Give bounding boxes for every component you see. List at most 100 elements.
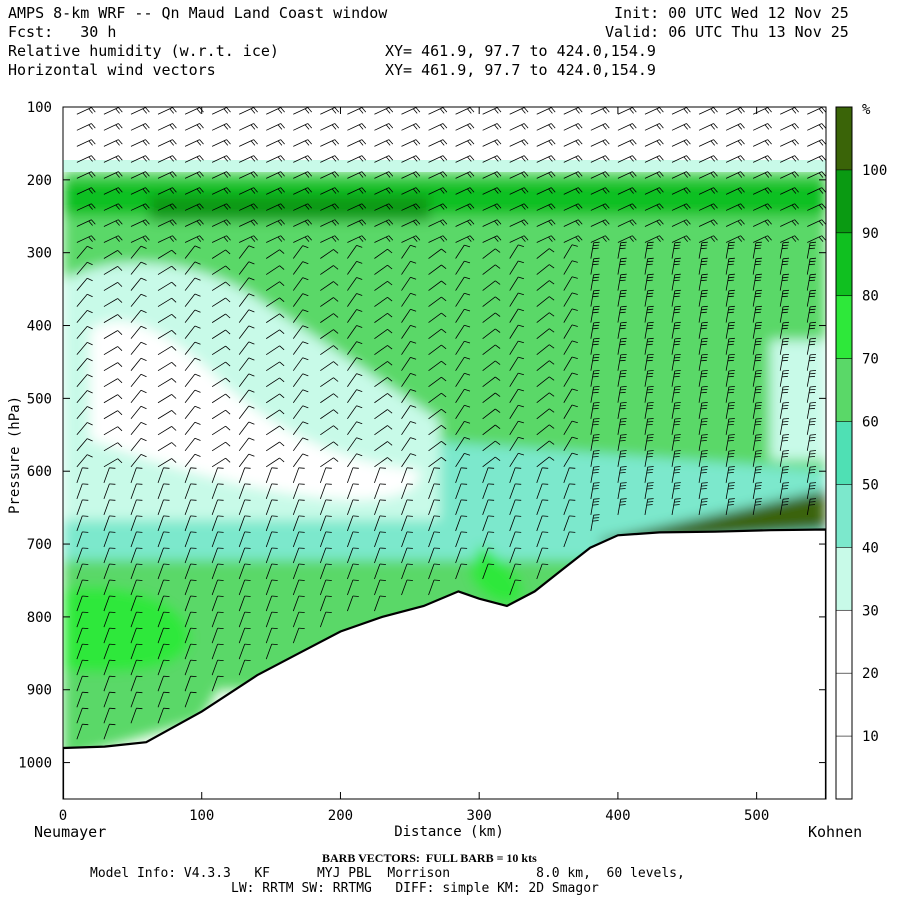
y-tick-label: 200: [27, 173, 52, 189]
wind-barb: [238, 453, 255, 468]
wind-barb: [347, 325, 363, 339]
wind-barb: [238, 659, 251, 676]
wind-barb: [130, 579, 143, 596]
wind-barb: [103, 362, 123, 372]
wind-barb: [671, 305, 681, 323]
wind-barb: [725, 337, 735, 355]
wind-barb: [320, 409, 339, 420]
wind-barb: [184, 483, 197, 500]
wind-barb: [509, 467, 522, 484]
wind-barb: [725, 219, 745, 227]
model-info-line-1: Model Info: V4.3.3 KF MYJ PBL Morrison 8…: [90, 866, 685, 881]
wind-barb: [157, 426, 177, 436]
wind-barb: [347, 123, 367, 131]
wind-barb: [347, 389, 363, 403]
wind-barb: [374, 123, 394, 131]
wind-barb: [563, 123, 583, 131]
wind-barb: [671, 219, 691, 227]
wind-barb: [374, 579, 386, 596]
wind-barb: [76, 342, 93, 355]
wind-barb: [617, 386, 627, 403]
wind-barb: [103, 483, 116, 500]
wind-barb: [563, 107, 583, 115]
wind-barb: [320, 219, 340, 227]
wind-barb: [157, 394, 177, 404]
wind-barb: [184, 277, 201, 291]
rh-band-90-upper: [150, 195, 430, 221]
wind-barb: [401, 235, 421, 243]
wind-barb: [563, 219, 583, 227]
wind-barb: [455, 324, 471, 339]
wind-barb: [563, 139, 583, 147]
wind-barb: [644, 386, 654, 403]
wind-barb: [76, 454, 93, 468]
wind-barb: [428, 579, 441, 596]
wind-barb: [509, 219, 529, 227]
wind-barb: [319, 515, 332, 532]
colorbar-label: 60: [862, 415, 879, 431]
wind-barb: [428, 248, 447, 259]
wind-barb: [806, 354, 817, 371]
wind-barb: [779, 337, 790, 355]
wind-barb: [266, 139, 285, 147]
wind-barb: [536, 563, 549, 580]
wind-barb: [320, 425, 339, 436]
wind-barb: [482, 499, 495, 516]
wind-barb: [211, 393, 231, 404]
wind-barb: [374, 219, 394, 227]
wind-barb: [157, 187, 177, 195]
wind-barb: [617, 482, 627, 499]
wind-barb: [103, 611, 116, 628]
wind-barb: [184, 341, 201, 355]
wind-barb: [239, 219, 258, 227]
wind-barb: [779, 450, 790, 467]
wind-barb: [319, 611, 332, 628]
wind-barb: [698, 337, 708, 355]
wind-barb: [292, 627, 305, 644]
wind-barb: [779, 418, 790, 435]
wind-barb: [536, 123, 556, 131]
wind-barb: [130, 155, 150, 163]
wind-barb: [238, 499, 251, 516]
wind-barb: [239, 187, 258, 195]
wind-barb: [184, 357, 201, 371]
wind-barb: [130, 563, 143, 580]
wind-barb: [590, 354, 600, 371]
wind-barb: [482, 171, 502, 179]
wind-barb: [590, 107, 610, 115]
wind-barb: [130, 107, 150, 115]
wind-barb: [806, 321, 817, 339]
wind-barb: [617, 187, 637, 195]
wind-barb: [184, 261, 201, 275]
wind-barb: [806, 273, 817, 291]
wind-barb: [347, 219, 367, 227]
wind-barb: [752, 203, 772, 211]
wind-barb: [76, 406, 93, 420]
wind-barb: [211, 531, 224, 548]
wind-barb: [293, 155, 313, 163]
wind-barb: [347, 235, 367, 243]
wind-barb: [509, 420, 525, 436]
wind-barb: [103, 394, 123, 404]
wind-barb: [320, 171, 340, 179]
colorbar-unit: %: [862, 102, 871, 118]
wind-barb: [617, 337, 627, 355]
wind-barb: [401, 219, 421, 227]
wind-barb: [211, 249, 231, 259]
wind-barb: [103, 659, 116, 676]
wind-barb: [752, 434, 762, 451]
wind-barb: [211, 219, 231, 227]
wind-barb: [265, 627, 278, 644]
wind-barb: [374, 328, 393, 339]
wind-barb: [698, 235, 718, 243]
wind-barb: [374, 467, 386, 484]
wind-barb: [536, 155, 556, 163]
wind-barb: [455, 404, 471, 419]
wind-barb: [536, 392, 555, 404]
y-tick-label: 100: [27, 100, 52, 116]
wind-barb: [725, 155, 745, 163]
wind-barb: [698, 257, 708, 275]
wind-barb: [401, 357, 417, 371]
station-left-neumayer: Neumayer: [34, 823, 107, 841]
wind-barb: [482, 187, 502, 195]
